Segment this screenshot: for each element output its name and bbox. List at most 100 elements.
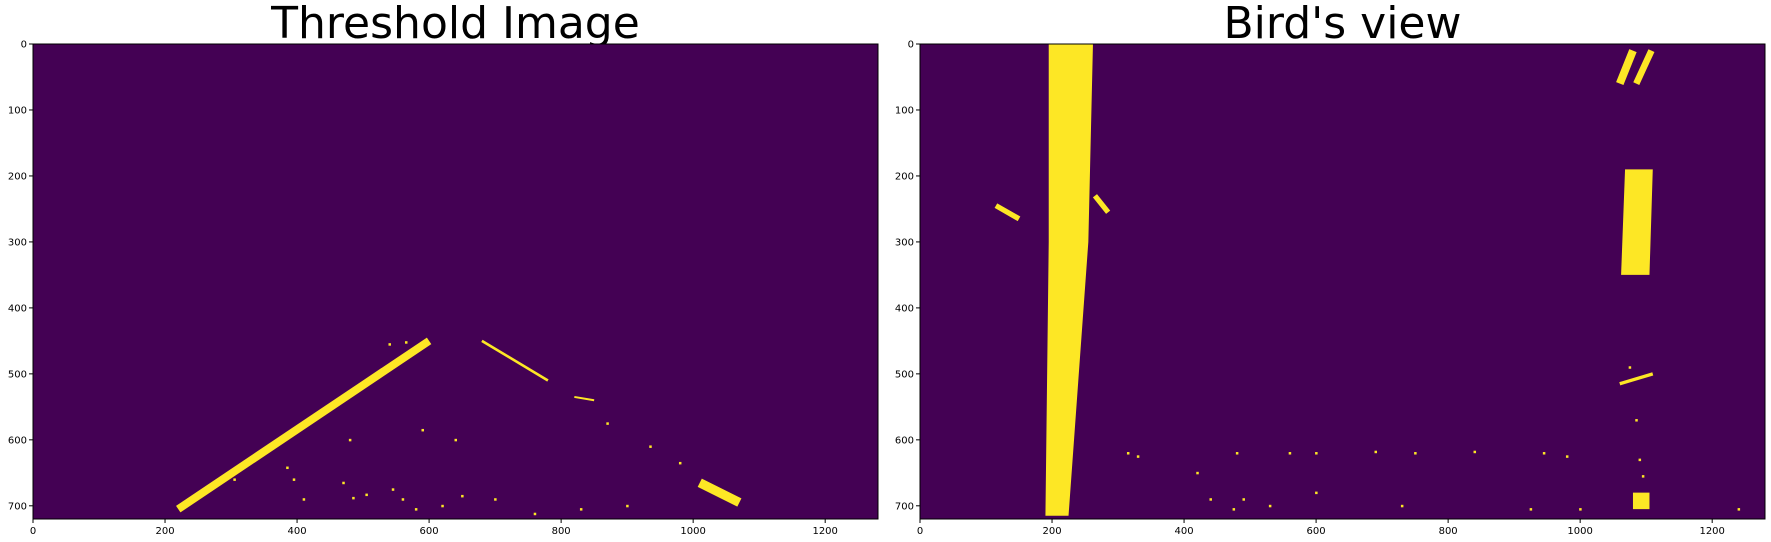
chart-panel-2: Bird's view 0 200 400 600 800 1000 1200 0 100 200 3…	[895, 0, 1766, 537]
y-tick-label: 300	[895, 237, 914, 248]
lane-pixel-line	[1092, 194, 1111, 214]
noise-pixel	[233, 478, 236, 481]
lane-pixel-region	[1045, 44, 1093, 516]
noise-pixel	[454, 438, 457, 442]
y-tick-label: 500	[895, 369, 914, 380]
image-pixels	[176, 337, 742, 516]
x-tick-label: 800	[552, 526, 571, 537]
noise-pixel	[1232, 508, 1236, 511]
noise-pixel	[388, 343, 391, 346]
y-tick-label: 700	[8, 501, 27, 512]
noise-pixel	[1136, 455, 1140, 458]
noise-pixel	[292, 478, 296, 481]
noise-pixel	[342, 481, 345, 485]
noise-pixel	[441, 504, 444, 508]
noise-pixel	[626, 504, 629, 508]
y-tick-label: 0	[21, 40, 27, 51]
noise-pixel	[606, 422, 609, 425]
chart-panel-1: Threshold Image 0 200 400 600 800 1000 1200 0 100…	[8, 0, 879, 537]
y-tick-label: 400	[8, 303, 27, 314]
noise-pixel	[1126, 452, 1130, 455]
noise-pixel	[1235, 452, 1239, 455]
x-tick-label: 1000	[680, 526, 705, 537]
x-tick-label: 0	[917, 526, 923, 537]
x-tick-label: 400	[288, 526, 307, 537]
noise-pixel	[1635, 419, 1638, 422]
y-tick-label: 600	[895, 435, 914, 446]
y-tick-label: 200	[895, 171, 914, 182]
lane-pixel-line	[176, 337, 432, 513]
noise-pixel	[533, 512, 537, 516]
noise-pixel	[401, 498, 405, 501]
axes-frame	[919, 43, 1766, 520]
noise-pixel	[1414, 452, 1417, 455]
noise-pixel	[494, 498, 497, 501]
lane-pixel-line	[1633, 49, 1655, 85]
noise-pixel	[649, 445, 652, 448]
chart-title: Bird's view	[1224, 0, 1462, 49]
x-tick-label: 200	[155, 526, 174, 537]
axes-frame	[32, 43, 879, 520]
noise-pixel	[1315, 452, 1318, 455]
noise-pixel	[1628, 366, 1632, 369]
noise-pixel	[1268, 504, 1272, 508]
x-tick-label: 1200	[1699, 526, 1724, 537]
lane-pixel-line	[1616, 49, 1637, 86]
x-tick-label: 400	[1175, 526, 1194, 537]
y-tick-label: 200	[8, 171, 27, 182]
x-tick-label: 0	[30, 526, 36, 537]
x-tick-label: 800	[1439, 526, 1458, 537]
noise-pixel	[1209, 498, 1212, 501]
noise-pixel	[1242, 498, 1245, 501]
y-tick-label: 500	[8, 369, 27, 380]
noise-pixel	[365, 493, 368, 497]
x-tick-label: 600	[420, 526, 439, 537]
lane-pixel-region	[1621, 169, 1653, 275]
chart-title: Threshold Image	[270, 0, 640, 49]
noise-pixel	[414, 508, 418, 511]
x-tick-label: 200	[1042, 526, 1061, 537]
noise-pixel	[579, 508, 583, 511]
image-pixels	[994, 44, 1741, 516]
lane-pixel-line	[697, 478, 742, 507]
lane-pixel-line	[994, 203, 1021, 222]
noise-pixel	[1579, 508, 1582, 511]
noise-pixel	[1374, 450, 1378, 454]
noise-pixel	[1196, 471, 1199, 475]
y-tick-label: 400	[895, 303, 914, 314]
noise-pixel	[461, 494, 464, 498]
y-tick-label: 600	[8, 435, 27, 446]
noise-pixel	[1641, 475, 1645, 478]
noise-pixel	[404, 341, 408, 344]
y-tick-label: 0	[908, 40, 914, 51]
noise-pixel	[1288, 452, 1292, 455]
y-tick-label: 100	[8, 105, 27, 116]
noise-pixel	[1315, 491, 1318, 495]
lane-pixel-line	[1619, 372, 1654, 386]
y-tick-label: 300	[8, 237, 27, 248]
x-tick-label: 600	[1307, 526, 1326, 537]
x-tick-label: 1200	[812, 526, 837, 537]
noise-pixel	[348, 438, 352, 442]
lane-pixel-region	[1632, 492, 1650, 510]
lane-pixel-line	[574, 395, 595, 402]
noise-pixel	[1542, 452, 1546, 455]
noise-pixel	[391, 488, 395, 491]
lane-pixel-line	[481, 339, 549, 382]
y-tick-label: 700	[895, 501, 914, 512]
y-tick-label: 100	[895, 105, 914, 116]
x-tick-label: 1000	[1567, 526, 1592, 537]
noise-pixel	[1529, 508, 1533, 511]
noise-pixel	[352, 496, 355, 500]
image-background	[33, 44, 878, 519]
noise-pixel	[421, 428, 424, 432]
noise-pixel	[1473, 450, 1477, 454]
noise-pixel	[1565, 455, 1569, 458]
noise-pixel	[286, 466, 289, 470]
noise-pixel	[1737, 508, 1741, 511]
noise-pixel	[1400, 504, 1404, 508]
noise-pixel	[1638, 458, 1642, 462]
noise-pixel	[302, 498, 306, 501]
